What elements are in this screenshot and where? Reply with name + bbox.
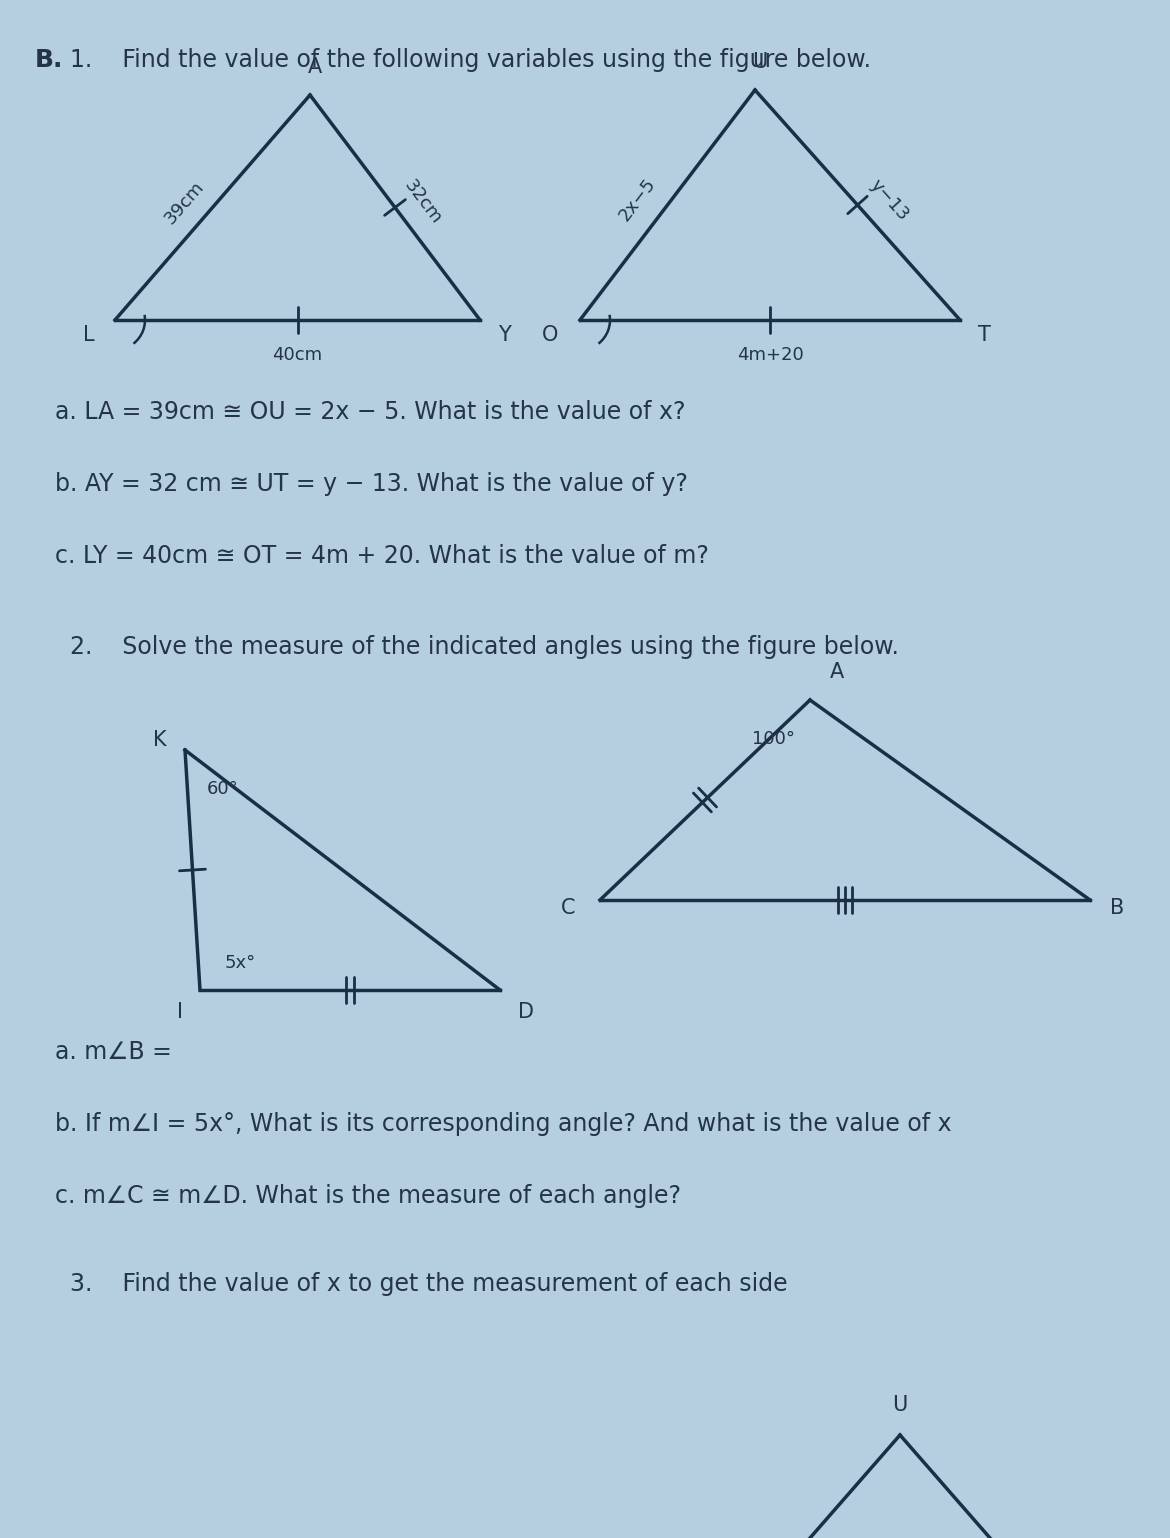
Text: L: L (83, 325, 95, 345)
Text: A: A (830, 661, 845, 681)
Text: I: I (177, 1001, 183, 1021)
Text: T: T (978, 325, 991, 345)
Text: K: K (153, 731, 167, 751)
Text: 100°: 100° (752, 731, 794, 747)
Text: 60°: 60° (207, 780, 239, 798)
Text: U: U (752, 52, 768, 72)
Text: 3.    Find the value of x to get the measurement of each side: 3. Find the value of x to get the measur… (70, 1272, 787, 1297)
Text: b. AY = 32 cm ≅ UT = y − 13. What is the value of y?: b. AY = 32 cm ≅ UT = y − 13. What is the… (55, 472, 688, 495)
Text: a. m∠B =: a. m∠B = (55, 1040, 172, 1064)
Text: B.: B. (35, 48, 63, 72)
Text: D: D (518, 1001, 534, 1021)
Text: 2.    Solve the measure of the indicated angles using the figure below.: 2. Solve the measure of the indicated an… (70, 635, 899, 658)
Text: 39cm: 39cm (161, 177, 208, 228)
Text: y−13: y−13 (867, 175, 913, 225)
Text: 4m+20: 4m+20 (737, 346, 804, 365)
Text: U: U (893, 1395, 908, 1415)
Text: Y: Y (498, 325, 511, 345)
Text: O: O (542, 325, 558, 345)
Text: 1.    Find the value of the following variables using the figure below.: 1. Find the value of the following varia… (70, 48, 870, 72)
Text: c. m∠C ≅ m∠D. What is the measure of each angle?: c. m∠C ≅ m∠D. What is the measure of eac… (55, 1184, 681, 1207)
Text: 40cm: 40cm (273, 346, 323, 365)
Text: 5x°: 5x° (225, 954, 256, 972)
Text: B: B (1110, 898, 1124, 918)
Text: A: A (308, 57, 322, 77)
Text: 2x−5: 2x−5 (615, 175, 660, 225)
Text: c. LY = 40cm ≅ OT = 4m + 20. What is the value of m?: c. LY = 40cm ≅ OT = 4m + 20. What is the… (55, 544, 709, 568)
Text: b. If m∠I = 5x°, What is its corresponding angle? And what is the value of x: b. If m∠I = 5x°, What is its correspondi… (55, 1112, 951, 1137)
Text: 32cm: 32cm (400, 177, 446, 228)
Text: a. LA = 39cm ≅ OU = 2x − 5. What is the value of x?: a. LA = 39cm ≅ OU = 2x − 5. What is the … (55, 400, 686, 424)
Text: C: C (560, 898, 574, 918)
